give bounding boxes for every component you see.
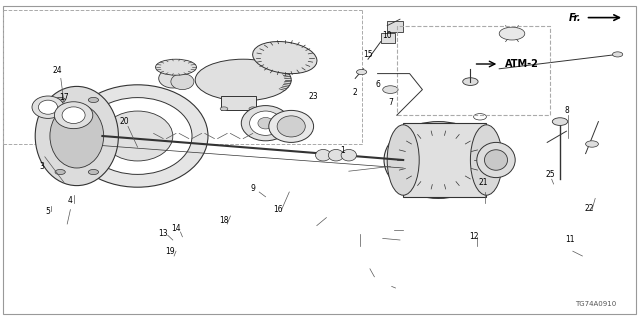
Circle shape	[55, 170, 65, 175]
Text: 19: 19	[164, 247, 175, 256]
Text: 20: 20	[120, 117, 130, 126]
Ellipse shape	[470, 125, 502, 195]
Text: 8: 8	[564, 106, 569, 115]
Text: 15: 15	[363, 50, 373, 59]
Ellipse shape	[50, 104, 104, 168]
Circle shape	[612, 52, 623, 57]
Circle shape	[55, 97, 65, 102]
Ellipse shape	[328, 149, 344, 161]
Ellipse shape	[269, 110, 314, 142]
Text: 7: 7	[388, 98, 393, 107]
Ellipse shape	[54, 102, 93, 129]
Circle shape	[552, 118, 568, 125]
Text: TG74A0910: TG74A0910	[575, 301, 616, 307]
Ellipse shape	[102, 111, 173, 161]
Text: 16: 16	[273, 205, 284, 214]
Ellipse shape	[397, 131, 480, 189]
Circle shape	[88, 97, 99, 102]
Circle shape	[586, 141, 598, 147]
Ellipse shape	[387, 125, 419, 195]
Ellipse shape	[156, 59, 196, 75]
Ellipse shape	[35, 86, 118, 186]
Text: 6: 6	[375, 80, 380, 89]
Text: 3: 3	[39, 162, 44, 171]
Ellipse shape	[62, 107, 85, 124]
Ellipse shape	[159, 69, 187, 88]
Ellipse shape	[484, 150, 508, 170]
Text: ATM-2: ATM-2	[505, 59, 538, 69]
Circle shape	[383, 86, 398, 93]
Text: 18: 18	[220, 216, 228, 225]
Bar	[403, 123, 486, 197]
Text: Fr.: Fr.	[568, 12, 581, 23]
Text: 23: 23	[308, 92, 319, 100]
Ellipse shape	[253, 42, 317, 74]
Text: 2: 2	[353, 88, 358, 97]
Circle shape	[499, 27, 525, 40]
Text: 12: 12	[469, 232, 478, 241]
Text: 11: 11	[565, 236, 574, 244]
Ellipse shape	[195, 59, 291, 101]
Ellipse shape	[171, 74, 194, 90]
Ellipse shape	[32, 96, 64, 118]
Ellipse shape	[477, 142, 515, 178]
Text: 21: 21	[479, 178, 488, 187]
Text: 10: 10	[382, 31, 392, 40]
Circle shape	[249, 107, 257, 111]
Ellipse shape	[241, 106, 290, 141]
Circle shape	[463, 78, 478, 85]
Text: 5: 5	[45, 207, 51, 216]
Text: 13: 13	[158, 229, 168, 238]
Ellipse shape	[384, 122, 493, 198]
Text: 24: 24	[52, 66, 63, 75]
Text: 25: 25	[545, 170, 556, 179]
Bar	[221, 96, 256, 110]
Text: 14: 14	[171, 224, 181, 233]
Ellipse shape	[38, 100, 58, 114]
Bar	[387, 21, 403, 32]
Text: 22: 22	[584, 204, 593, 212]
Ellipse shape	[250, 111, 282, 135]
Ellipse shape	[277, 116, 305, 137]
Ellipse shape	[316, 149, 331, 161]
Bar	[397, 26, 550, 115]
Ellipse shape	[67, 85, 208, 187]
Text: 4: 4	[68, 196, 73, 204]
Text: 9: 9	[250, 184, 255, 193]
Bar	[381, 33, 395, 43]
Ellipse shape	[83, 98, 192, 174]
Ellipse shape	[341, 149, 356, 161]
Circle shape	[88, 170, 99, 175]
Text: 1: 1	[340, 146, 345, 155]
Ellipse shape	[258, 117, 273, 129]
Text: 17: 17	[59, 93, 69, 102]
Circle shape	[220, 107, 228, 111]
Circle shape	[356, 69, 367, 75]
Circle shape	[474, 114, 486, 120]
